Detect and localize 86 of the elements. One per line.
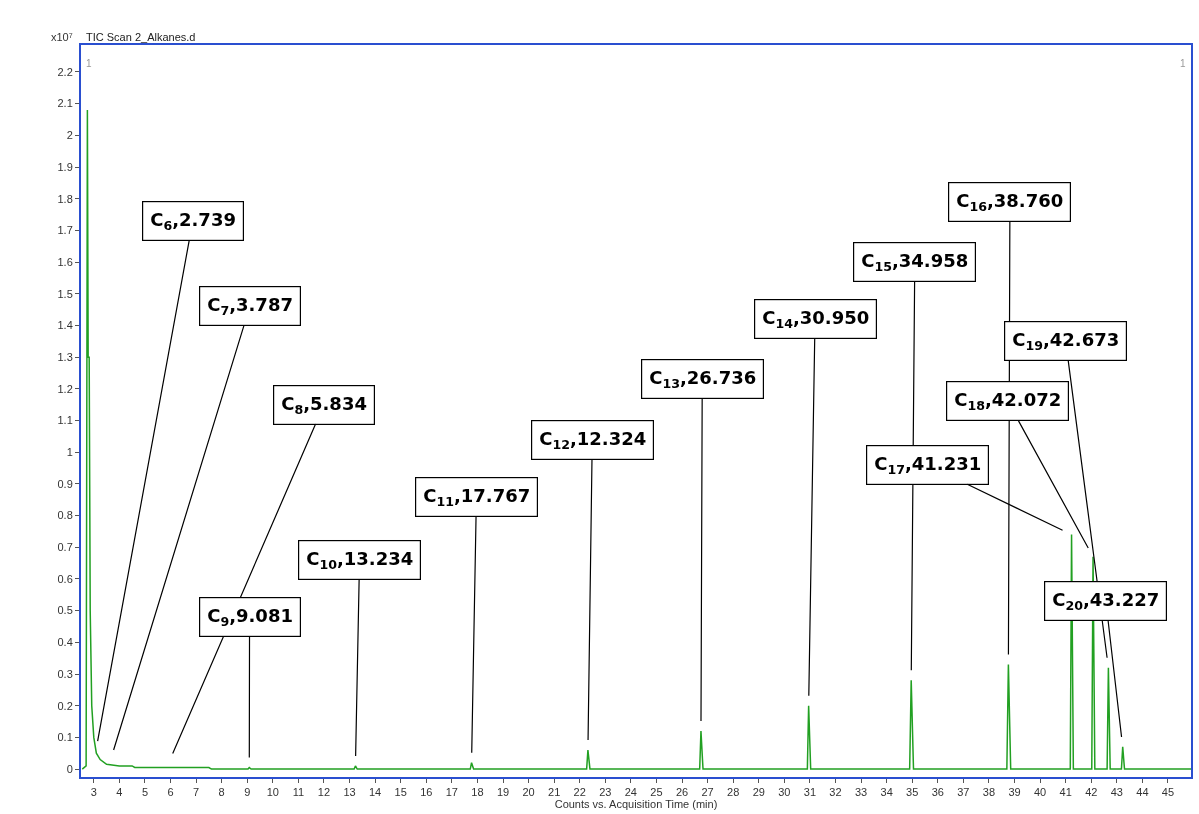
x-tick-label: 8 [218,786,225,799]
y-tick-label: 1 [66,446,73,459]
x-tick-label: 18 [471,786,484,799]
x-tick-label: 26 [675,786,689,799]
y-tick-label: 0.5 [57,604,73,617]
y-tick-label: 1.2 [57,382,73,395]
x-tick-label: 35 [906,786,919,799]
y-tick-label: 0.6 [57,572,73,585]
y-tick-label: 1.8 [57,192,73,205]
x-tick-label: 20 [522,786,535,799]
x-tick-label: 44 [1136,786,1149,799]
y-tick-label: 0.1 [57,731,73,744]
annotation: C$_{17}$,41.231 [874,453,982,477]
x-tick-label: 28 [727,786,740,799]
y-tick-label: 0.3 [57,667,73,680]
x-tick-label: 12 [317,786,331,799]
x-tick-label: 10 [266,786,279,799]
annotation: C$_{19}$,42.673 [1012,329,1120,353]
x-tick-label: 24 [624,786,638,799]
y-tick-label: 0 [66,762,73,775]
x-tick-label: 42 [1085,786,1098,799]
y-tick-label: 1.5 [57,287,73,300]
x-tick-label: 33 [854,786,868,799]
x-tick-label: 22 [573,786,586,799]
x-tick-label: 36 [931,786,944,799]
x-tick-label: 13 [343,786,356,799]
annotation: C$_{9}$,9.081 [207,605,293,629]
y-axis-title: x10⁷ [51,31,73,43]
x-tick-label: 5 [141,786,148,799]
annotation: 1 [86,58,92,69]
annotation: C$_{6}$,2.739 [150,209,236,233]
x-tick-label: 38 [982,786,996,799]
y-tick-label: 0.9 [57,477,73,490]
x-tick-label: 6 [167,786,174,799]
x-axis-title: Counts vs. Acquisition Time (min) [554,798,718,811]
y-tick-label: 1.7 [57,224,73,237]
x-tick-label: 40 [1033,786,1047,799]
x-tick-label: 7 [193,786,200,799]
x-tick-label: 34 [880,786,893,799]
annotation: C$_{8}$,5.834 [281,393,367,417]
x-tick-label: 23 [599,786,612,799]
x-tick-label: 27 [701,786,714,799]
x-tick-label: 19 [496,786,510,799]
y-tick-label: 0.7 [57,541,73,554]
x-tick-label: 16 [420,786,433,799]
y-tick-label: 1.3 [57,350,73,363]
y-tick-label: 0.2 [57,699,73,712]
x-tick-label: 37 [957,786,970,799]
annotation: C$_{11}$,17.767 [423,485,531,509]
annotation: C$_{12}$,12.324 [539,428,647,452]
x-tick-label: 11 [292,786,305,799]
chart-title: TIC Scan 2_Alkanes.d [86,31,196,43]
x-tick-label: 39 [1008,786,1021,799]
y-tick-label: 0.8 [57,509,73,522]
annotation: C$_{10}$,13.234 [306,548,414,572]
annotation: C$_{13}$,26.736 [649,367,757,391]
y-tick-label: 1.1 [57,414,73,427]
annotation: C$_{18}$,42.072 [954,389,1062,413]
annotation: C$_{14}$,30.950 [762,307,870,331]
x-tick-label: 21 [548,786,561,799]
annotation: C$_{15}$,34.958 [861,250,969,274]
x-tick-label: 43 [1110,786,1123,799]
x-tick-label: 9 [244,786,251,799]
x-tick-label: 41 [1059,786,1072,799]
x-tick-label: 17 [445,786,458,799]
x-tick-label: 3 [90,786,97,799]
x-tick-label: 45 [1161,786,1175,799]
annotation: C$_{20}$,43.227 [1052,589,1160,613]
x-tick-label: 4 [116,786,123,799]
x-tick-label: 31 [803,786,817,799]
y-tick-label: 2 [66,129,73,142]
y-tick-label: 1.9 [57,160,73,173]
y-tick-label: 0.4 [57,636,73,649]
x-tick-label: 32 [829,786,842,799]
x-tick-label: 14 [368,786,382,799]
y-tick-label: 2.1 [57,97,73,110]
y-tick-label: 1.4 [57,319,73,332]
annotation: 1 [1180,58,1186,69]
x-tick-label: 25 [650,786,663,799]
x-tick-label: 15 [394,786,407,799]
y-tick-label: 2.2 [57,65,73,78]
annotation: C$_{7}$,3.787 [207,294,293,318]
x-tick-label: 30 [778,786,791,799]
x-tick-label: 29 [752,786,765,799]
annotation: C$_{16}$,38.760 [956,190,1064,214]
y-tick-label: 1.6 [57,255,73,268]
